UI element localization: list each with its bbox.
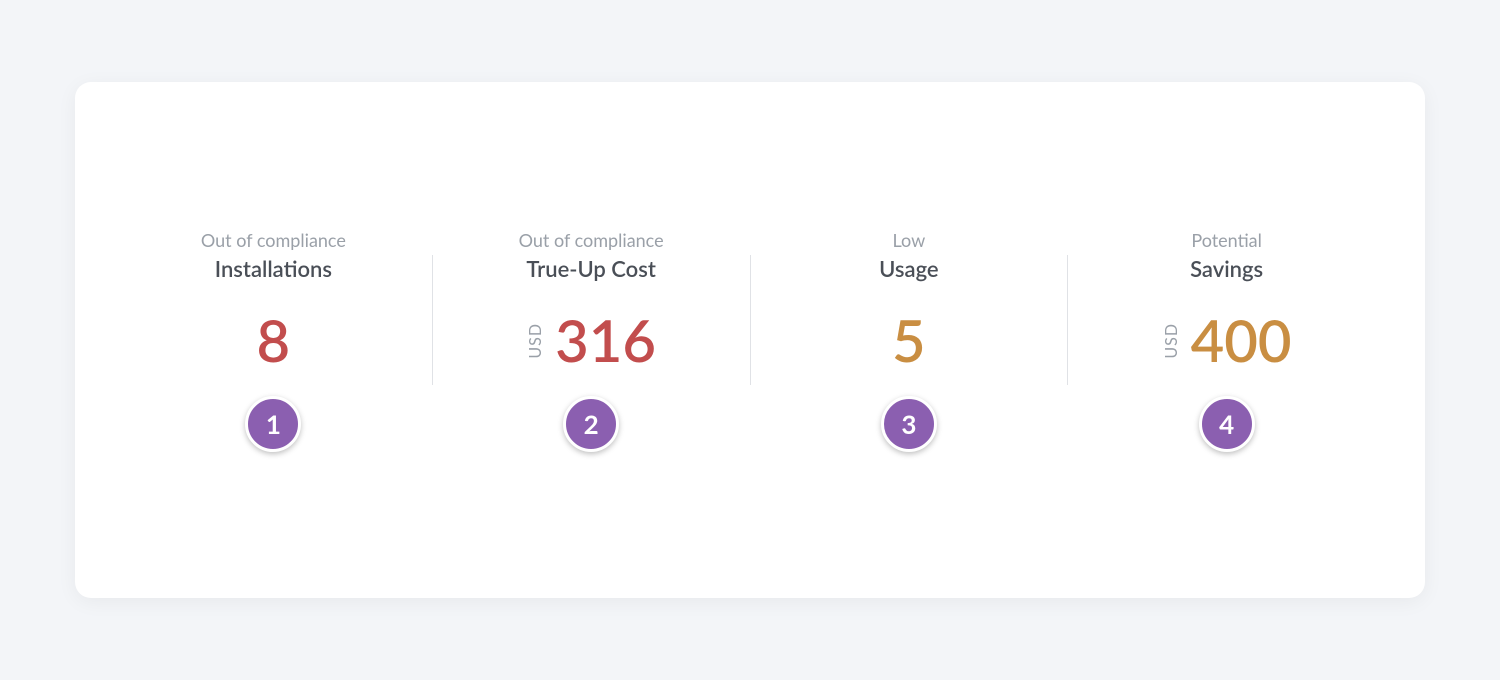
- metric-value-row: USD 400: [1162, 312, 1292, 370]
- metric-value-row: USD 316: [526, 312, 656, 370]
- metrics-card: Out of compliance Installations 8 1 Out …: [75, 82, 1425, 598]
- metric-value: 8: [257, 312, 291, 370]
- currency-label: USD: [1162, 323, 1181, 359]
- metric-subtitle: Out of compliance: [201, 229, 346, 251]
- metric-installations: Out of compliance Installations 8 1: [115, 229, 432, 452]
- metric-trueup-cost: Out of compliance True-Up Cost USD 316 2: [433, 229, 750, 452]
- metric-value: 316: [555, 312, 656, 370]
- metric-subtitle: Potential: [1191, 229, 1262, 251]
- metric-usage: Low Usage 5 3: [751, 229, 1068, 452]
- metric-badge: 1: [245, 396, 301, 452]
- metric-title: Usage: [879, 255, 938, 282]
- metric-value-row: 5: [892, 312, 926, 370]
- metric-title: True-Up Cost: [526, 255, 656, 282]
- metric-badge: 3: [881, 396, 937, 452]
- metric-value: 400: [1191, 312, 1292, 370]
- metric-value-row: 8: [257, 312, 291, 370]
- metric-subtitle: Low: [892, 229, 925, 251]
- metric-badge: 4: [1199, 396, 1255, 452]
- metric-badge: 2: [563, 396, 619, 452]
- currency-label: USD: [526, 323, 545, 359]
- metric-title: Installations: [215, 255, 332, 282]
- metric-value: 5: [892, 312, 926, 370]
- metric-savings: Potential Savings USD 400 4: [1068, 229, 1385, 452]
- metric-title: Savings: [1190, 255, 1263, 282]
- metric-subtitle: Out of compliance: [519, 229, 664, 251]
